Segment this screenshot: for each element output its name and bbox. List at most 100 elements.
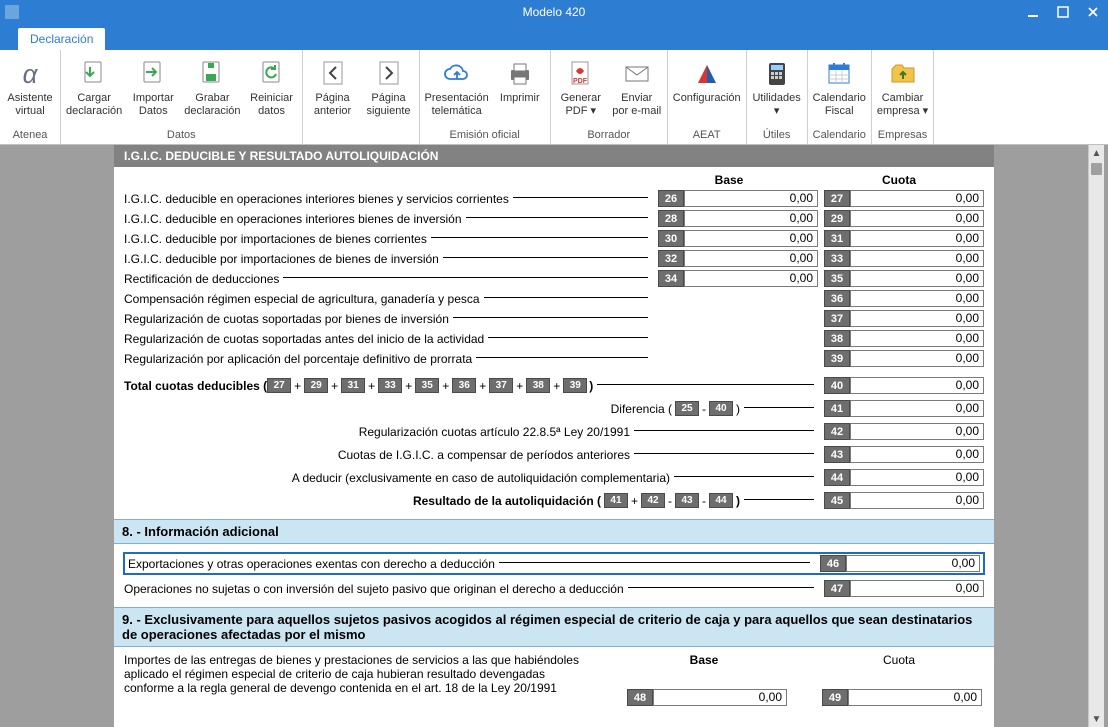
calendario-fiscal-button[interactable]: CalendarioFiscal — [810, 52, 869, 128]
cargar-declaracion-button[interactable]: Cargardeclaración — [63, 52, 125, 128]
pagina-anterior-label: Páginaanterior — [314, 92, 351, 117]
box-48-val[interactable]: 0,00 — [653, 689, 787, 706]
cargar-declaracion-label: Cargardeclaración — [66, 92, 122, 117]
importar-datos-button[interactable]: ImportarDatos — [125, 52, 181, 128]
formula-box-43: 43 — [675, 493, 699, 508]
formula-box-27: 27 — [267, 378, 291, 393]
minimize-button[interactable] — [1018, 0, 1048, 24]
row-text: Regularización por aplicación del porcen… — [124, 352, 472, 366]
box-49-num: 49 — [822, 689, 848, 706]
folder-up-icon — [888, 56, 918, 92]
box-33-val[interactable]: 0,00 — [850, 250, 984, 267]
form-row: Regularización de cuotas soportadas ante… — [124, 330, 984, 347]
utilidades-label: Utilidades▾ — [752, 92, 800, 117]
total-label: Total cuotas deducibles ( — [124, 379, 267, 393]
tab-declaracion[interactable]: Declaración — [18, 28, 105, 50]
doc-down-icon — [79, 56, 109, 92]
box-30-num: 30 — [658, 230, 684, 247]
pagina-anterior-button[interactable]: Páginaanterior — [305, 52, 361, 140]
sec9-col-base: Base — [690, 653, 719, 667]
close-button[interactable] — [1078, 0, 1108, 24]
box-44-val[interactable]: 0,00 — [850, 469, 984, 486]
presentacion-telematica-button[interactable]: Presentacióntelemática — [422, 52, 492, 128]
box-28-val[interactable]: 0,00 — [684, 210, 818, 227]
doc-refresh-icon — [257, 56, 287, 92]
box-47-val[interactable]: 0,00 — [850, 580, 984, 597]
box-39-val[interactable]: 0,00 — [850, 350, 984, 367]
formula-box-41: 41 — [604, 493, 628, 508]
box-37-val[interactable]: 0,00 — [850, 310, 984, 327]
formula-box-40: 40 — [709, 401, 733, 416]
row-text: Compensación régimen especial de agricul… — [124, 292, 480, 306]
scroll-up-icon[interactable]: ▲ — [1089, 145, 1104, 161]
enviar-email-button[interactable]: Enviarpor e-mail — [609, 52, 665, 128]
printer-icon — [505, 56, 535, 92]
pdf-icon: PDF — [566, 56, 596, 92]
vertical-scrollbar[interactable]: ▲ ▼ — [1088, 145, 1104, 727]
box-43-val[interactable]: 0,00 — [850, 446, 984, 463]
svg-text:PDF: PDF — [573, 78, 588, 85]
box-34-val[interactable]: 0,00 — [684, 270, 818, 287]
form-row: Regularización por aplicación del porcen… — [124, 350, 984, 367]
asistente-virtual-label: Asistentevirtual — [7, 92, 52, 117]
row-text: Rectificación de deducciones — [124, 272, 279, 286]
ribbon-group-label: Empresas — [872, 128, 933, 144]
scroll-thumb[interactable] — [1091, 163, 1102, 175]
box-29-val[interactable]: 0,00 — [850, 210, 984, 227]
utilidades-button[interactable]: Utilidades▾ — [749, 52, 805, 128]
box-30-val[interactable]: 0,00 — [684, 230, 818, 247]
configuracion-button[interactable]: Configuración — [670, 52, 744, 128]
box-31-num: 31 — [824, 230, 850, 247]
box-41-val[interactable]: 0,00 — [850, 400, 984, 417]
pagina-siguiente-button[interactable]: Páginasiguiente — [361, 52, 417, 140]
box-37-num: 37 — [824, 310, 850, 327]
cambiar-empresa-button[interactable]: Cambiarempresa ▾ — [874, 52, 931, 128]
asistente-virtual-button[interactable]: αAsistentevirtual — [2, 52, 58, 128]
box-46-val[interactable]: 0,00 — [846, 555, 980, 572]
box-45-val[interactable]: 0,00 — [850, 492, 984, 509]
box-49-val[interactable]: 0,00 — [848, 689, 982, 706]
row-text: Regularización de cuotas soportadas ante… — [124, 332, 484, 346]
generar-pdf-button[interactable]: PDFGenerarPDF ▾ — [553, 52, 609, 128]
box-32-val[interactable]: 0,00 — [684, 250, 818, 267]
box-42-val[interactable]: 0,00 — [850, 423, 984, 440]
formula-box-38: 38 — [526, 378, 550, 393]
reiniciar-datos-button[interactable]: Reiniciardatos — [244, 52, 300, 128]
box-40-val[interactable]: 0,00 — [850, 377, 984, 394]
box-26-val[interactable]: 0,00 — [684, 190, 818, 207]
res-label: Resultado de la autoliquidación ( — [413, 494, 601, 508]
sec8-row2-text: Operaciones no sujetas o con inversión d… — [124, 582, 624, 596]
box-29-num: 29 — [824, 210, 850, 227]
box-38-val[interactable]: 0,00 — [850, 330, 984, 347]
configuracion-label: Configuración — [673, 92, 741, 105]
formula-box-33: 33 — [378, 378, 402, 393]
sec8-row2: Operaciones no sujetas o con inversión d… — [124, 580, 984, 597]
maximize-button[interactable] — [1048, 0, 1078, 24]
presentacion-telematica-label: Presentacióntelemática — [425, 92, 489, 117]
box-43-num: 43 — [824, 446, 850, 463]
ribbon-group-label: AEAT — [668, 128, 746, 144]
form-row: I.G.I.C. deducible en operaciones interi… — [124, 190, 984, 207]
ribbon-group-label: Datos — [61, 128, 302, 144]
row-text: I.G.I.C. deducible por importaciones de … — [124, 232, 427, 246]
formula-box-36: 36 — [452, 378, 476, 393]
column-headers: Base Cuota — [124, 173, 984, 187]
ribbon-group-label: Emisión oficial — [420, 128, 550, 144]
box-36-val[interactable]: 0,00 — [850, 290, 984, 307]
section-8-header: 8. - Información adicional — [114, 519, 994, 544]
box-35-val[interactable]: 0,00 — [850, 270, 984, 287]
box-31-val[interactable]: 0,00 — [850, 230, 984, 247]
form-row: I.G.I.C. deducible en operaciones interi… — [124, 210, 984, 227]
box-46-num: 46 — [820, 555, 846, 572]
ribbon-group-label: Atenea — [0, 128, 60, 144]
scroll-down-icon[interactable]: ▼ — [1089, 711, 1104, 727]
box-41-num: 41 — [824, 400, 850, 417]
box-34-num: 34 — [658, 270, 684, 287]
imprimir-button[interactable]: Imprimir — [492, 52, 548, 128]
enviar-email-label: Enviarpor e-mail — [612, 92, 661, 117]
form-row: I.G.I.C. deducible por importaciones de … — [124, 250, 984, 267]
sec8-row1[interactable]: Exportaciones y otras operaciones exenta… — [124, 553, 984, 574]
box-27-val[interactable]: 0,00 — [850, 190, 984, 207]
box-32-num: 32 — [658, 250, 684, 267]
grabar-declaracion-button[interactable]: Grabardeclaración — [181, 52, 243, 128]
